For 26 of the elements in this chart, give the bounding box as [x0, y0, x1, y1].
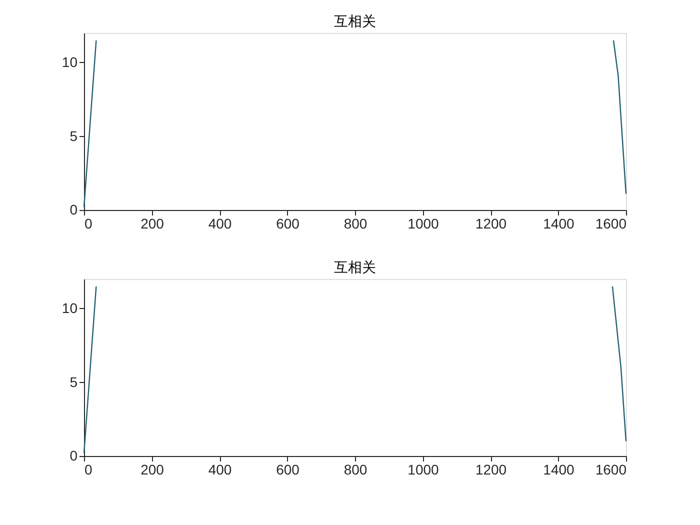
- x-tick-label: 600: [276, 462, 300, 478]
- x-tick-label: 1000: [408, 462, 440, 478]
- x-tick-label: 0: [84, 462, 92, 478]
- y-tick-label: 10: [62, 300, 78, 316]
- x-tick-label: 1200: [475, 216, 507, 232]
- y-tick-label: 10: [62, 54, 78, 70]
- x-tick-label: 0: [84, 216, 92, 232]
- y-tick-label: 5: [70, 128, 78, 144]
- x-tick-label: 1400: [543, 216, 575, 232]
- x-tick-label: 1200: [475, 462, 507, 478]
- x-tick-label: 200: [140, 216, 164, 232]
- y-tick-label: 0: [70, 448, 78, 464]
- chart-title: 互相关: [334, 260, 376, 276]
- x-tick-label: 1000: [408, 216, 440, 232]
- x-tick-label: 1600: [595, 216, 627, 232]
- x-tick-label: 1600: [595, 462, 627, 478]
- x-tick-label: 200: [140, 462, 164, 478]
- x-tick-label: 400: [208, 216, 232, 232]
- x-tick-label: 800: [344, 216, 368, 232]
- x-tick-label: 600: [276, 216, 300, 232]
- y-tick-label: 0: [70, 202, 78, 218]
- x-tick-label: 1400: [543, 462, 575, 478]
- y-tick-label: 5: [70, 374, 78, 390]
- chart-title: 互相关: [334, 14, 376, 30]
- x-tick-label: 800: [344, 462, 368, 478]
- x-tick-label: 400: [208, 462, 232, 478]
